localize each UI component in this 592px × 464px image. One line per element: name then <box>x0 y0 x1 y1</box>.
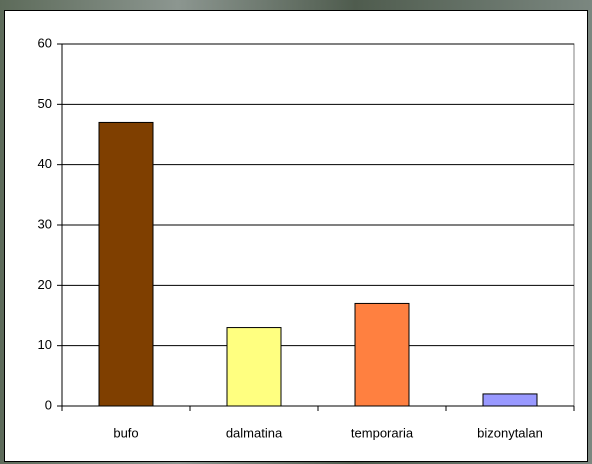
y-tick-label: 30 <box>38 216 52 231</box>
chart: 0 10 20 30 40 50 60 bufo dalmatina temporaria bizo… <box>0 0 592 464</box>
bar <box>227 328 281 406</box>
page: {"chart_data": {"type": "bar", "categori… <box>0 0 592 464</box>
y-tick-label: 60 <box>38 35 52 50</box>
x-tick-label: bufo <box>113 425 138 440</box>
bar <box>483 394 537 406</box>
y-tick-label: 10 <box>38 337 52 352</box>
y-tick-label: 50 <box>38 96 52 111</box>
x-tick-label: dalmatina <box>226 425 283 440</box>
x-tick-label: temporaria <box>351 425 414 440</box>
bar <box>355 303 409 406</box>
x-tick-label: bizonytalan <box>477 425 543 440</box>
bar <box>99 122 153 406</box>
y-tick-label: 0 <box>45 397 52 412</box>
y-tick-label: 20 <box>38 277 52 292</box>
y-tick-label: 40 <box>38 156 52 171</box>
